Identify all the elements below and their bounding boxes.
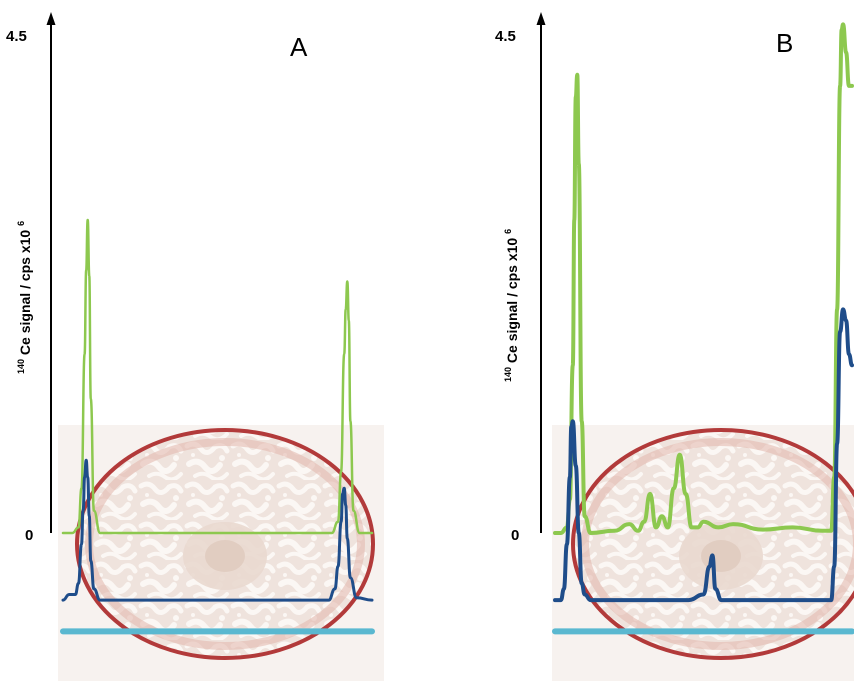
y-axis-label-element-a: Ce [17,337,33,355]
tissue-image-b [552,425,854,681]
y-axis-label-text-b: signal / cps x10 [504,238,520,342]
y-tick-label-max-a: 4.5 [6,28,27,45]
y-axis-label-mass-b: 140 [503,367,513,382]
y-axis-label-b: 140 Ce signal / cps x10 6 [498,229,520,382]
y-axis-label-a: 140 Ce signal / cps x10 6 [11,221,33,374]
series-line-blue-a [61,458,374,602]
y-axis-label-mass-a: 140 [16,359,26,374]
panel-b: 4.5 0 140 Ce signal / cps x10 6 B [495,12,854,681]
tissue-image-a [58,425,384,681]
y-axis-b [536,12,546,533]
series-line-blue-b [553,307,854,603]
y-axis-label-element-b: Ce [504,345,520,363]
y-axis-label-exp-b: 6 [503,229,513,234]
y-tick-label-max-b: 4.5 [495,28,516,45]
panel-a: 4.5 0 140 Ce signal / cps x10 6 A [6,12,384,681]
series-line-green-a [61,218,374,535]
panel-label-a: A [290,32,308,62]
y-axis-label-exp-a: 6 [16,221,26,226]
series-line-green-b [553,22,854,535]
y-tick-label-zero-a: 0 [25,527,33,544]
series-group-b [552,22,854,635]
y-axis-label-text-a: signal / cps x10 [17,230,33,334]
y-tick-label-zero-b: 0 [511,527,519,544]
series-group-a [60,218,375,635]
y-axis-a [46,12,56,533]
panel-label-b: B [776,28,793,58]
